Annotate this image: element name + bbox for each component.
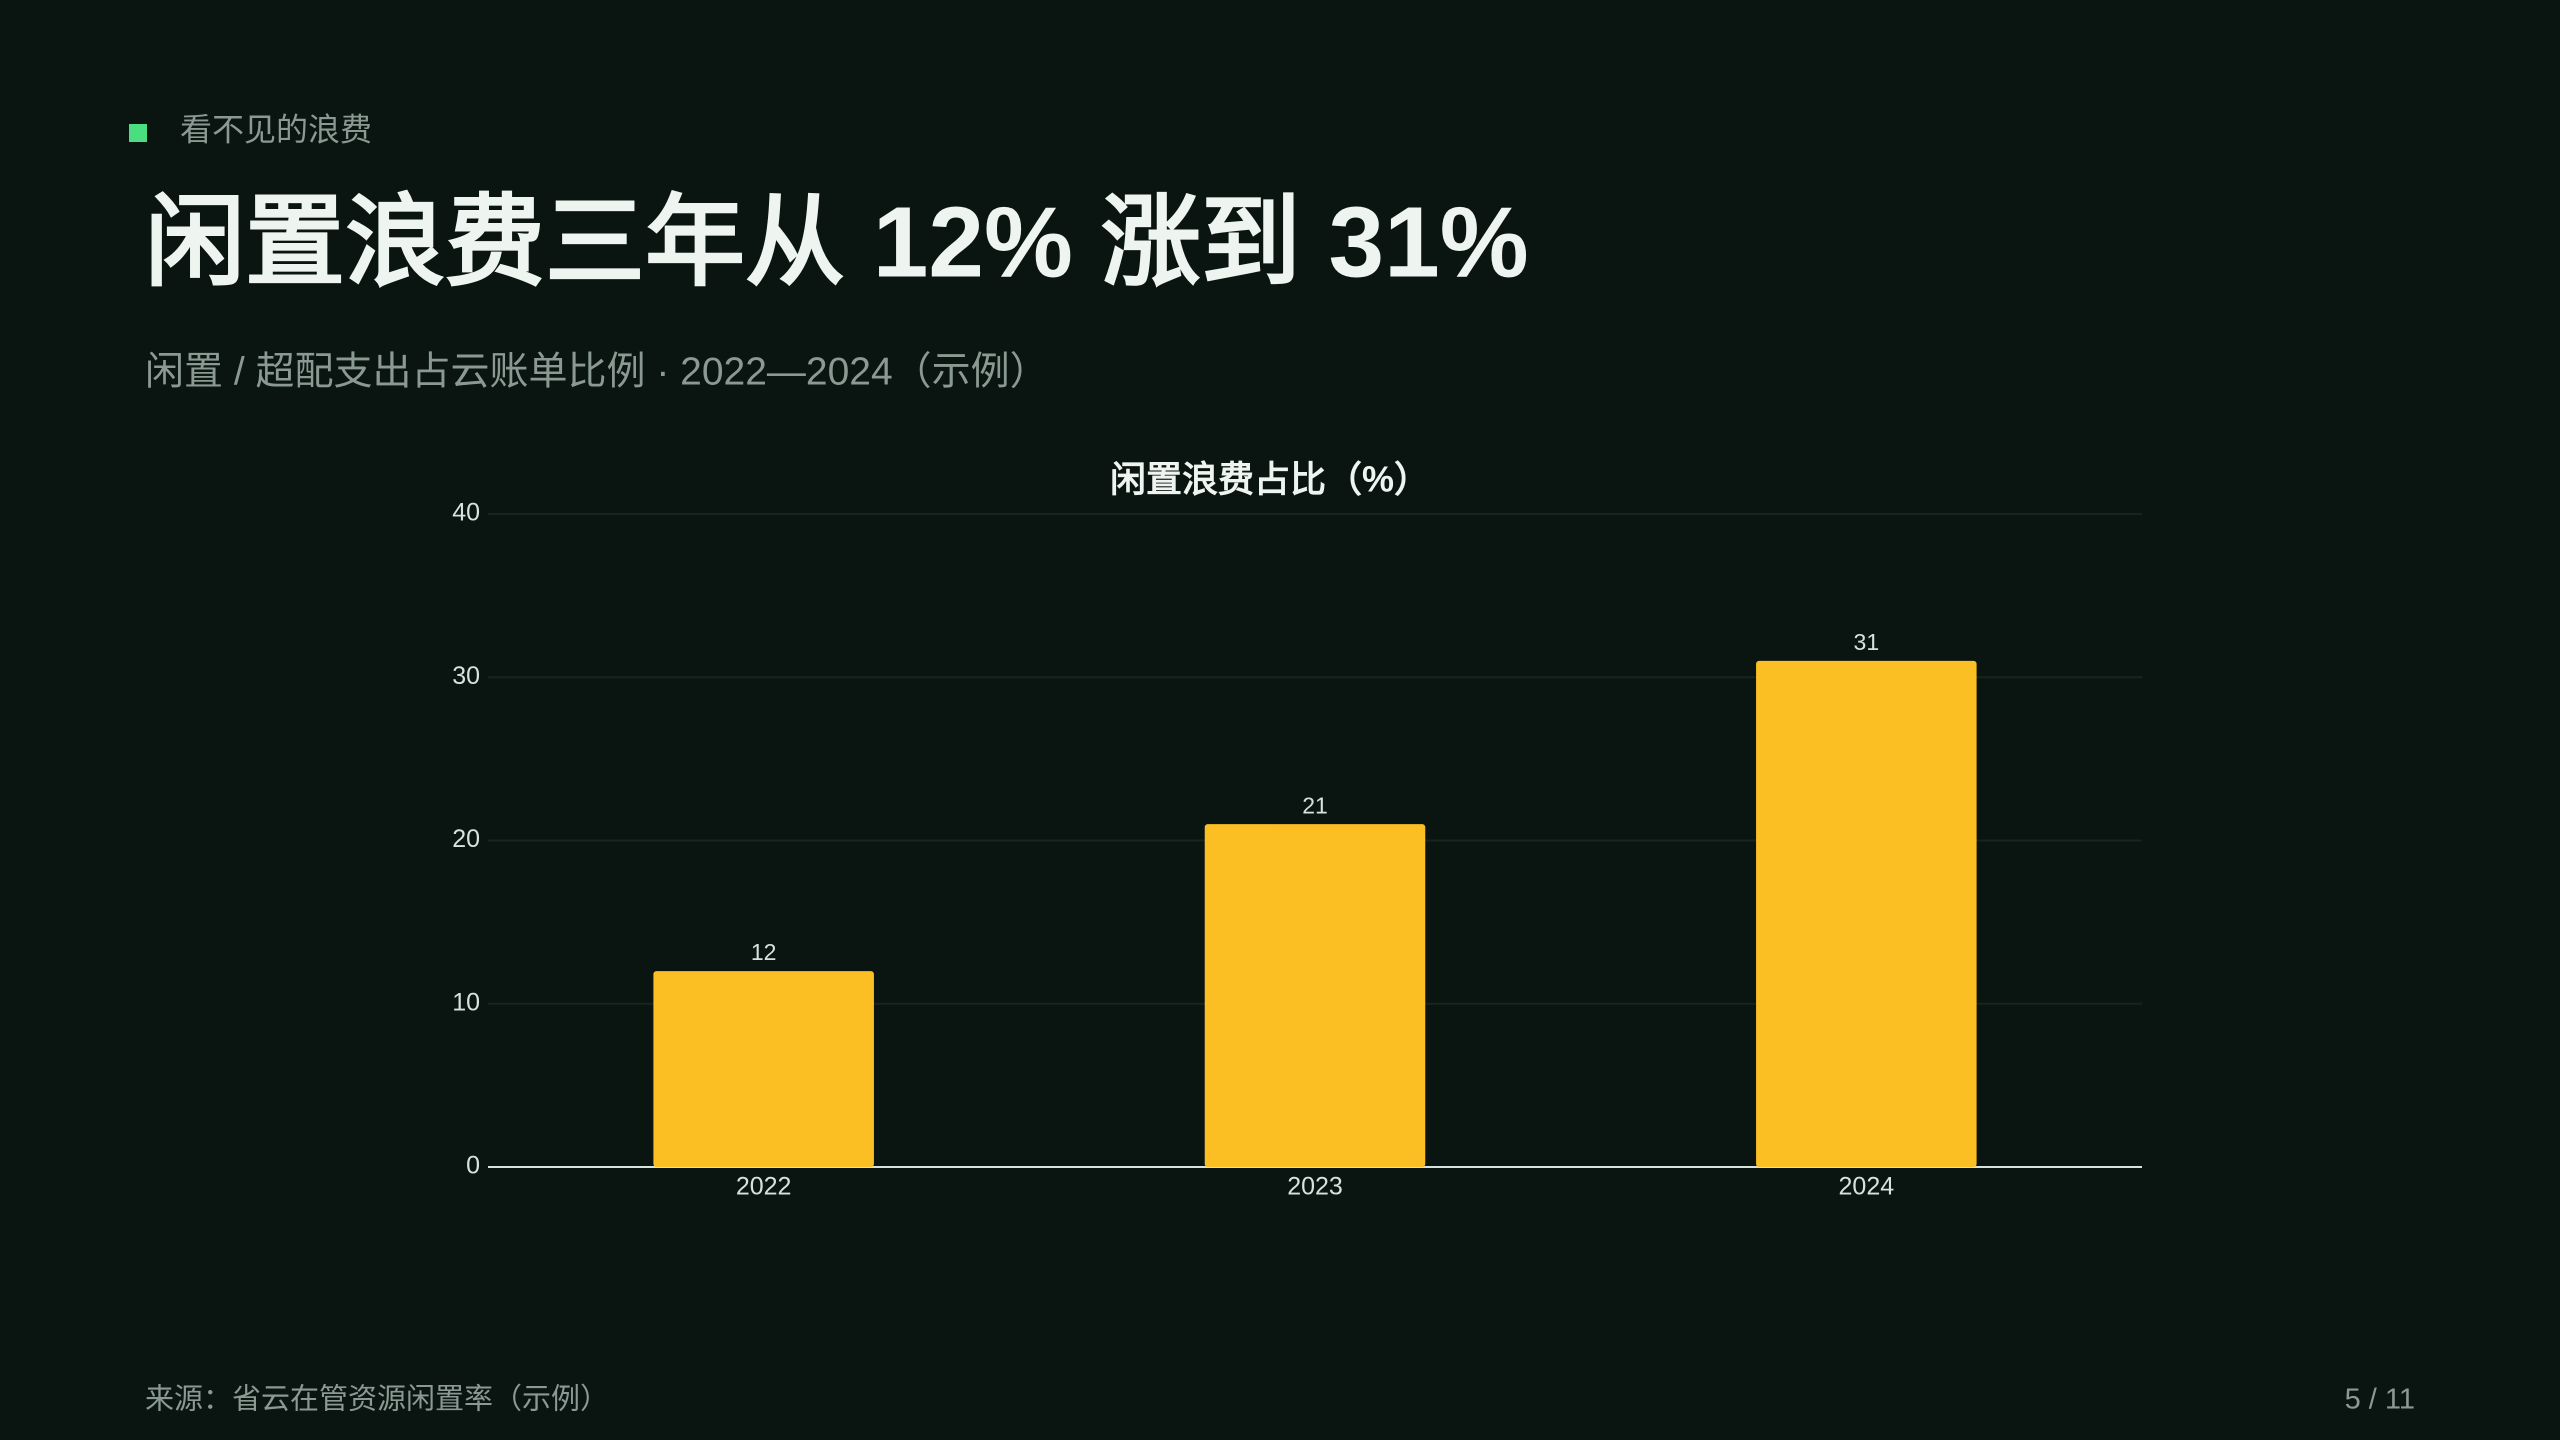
- y-tick-label: 40: [452, 499, 480, 527]
- chart-title: 闲置浪费占比（%）: [1110, 459, 1430, 500]
- page-number: 5 / 11: [2345, 1384, 2415, 1416]
- kicker: 看不见的浪费: [180, 111, 372, 147]
- y-tick-label: 20: [452, 825, 480, 853]
- value-label: 21: [1302, 792, 1328, 818]
- y-tick-label: 10: [452, 988, 480, 1016]
- y-tick-label: 0: [466, 1152, 480, 1180]
- source: 来源：省云在管资源闲置率（示例）: [145, 1383, 609, 1416]
- kicker-marker: [129, 124, 147, 142]
- x-tick-label: 2023: [1287, 1173, 1343, 1201]
- x-tick-label: 2022: [736, 1173, 792, 1201]
- subtitle: 闲置 / 超配支出占云账单比例 · 2022—2024（示例）: [145, 350, 1049, 393]
- value-label: 31: [1854, 629, 1880, 655]
- slide-title: 闲置浪费三年从 12% 涨到 31%: [145, 186, 1529, 298]
- x-tick-label: 2024: [1839, 1173, 1895, 1201]
- bar: [1756, 660, 1977, 1167]
- bar: [653, 971, 874, 1167]
- bar: [1204, 824, 1426, 1167]
- value-label: 12: [751, 939, 777, 965]
- y-tick-label: 30: [452, 662, 480, 690]
